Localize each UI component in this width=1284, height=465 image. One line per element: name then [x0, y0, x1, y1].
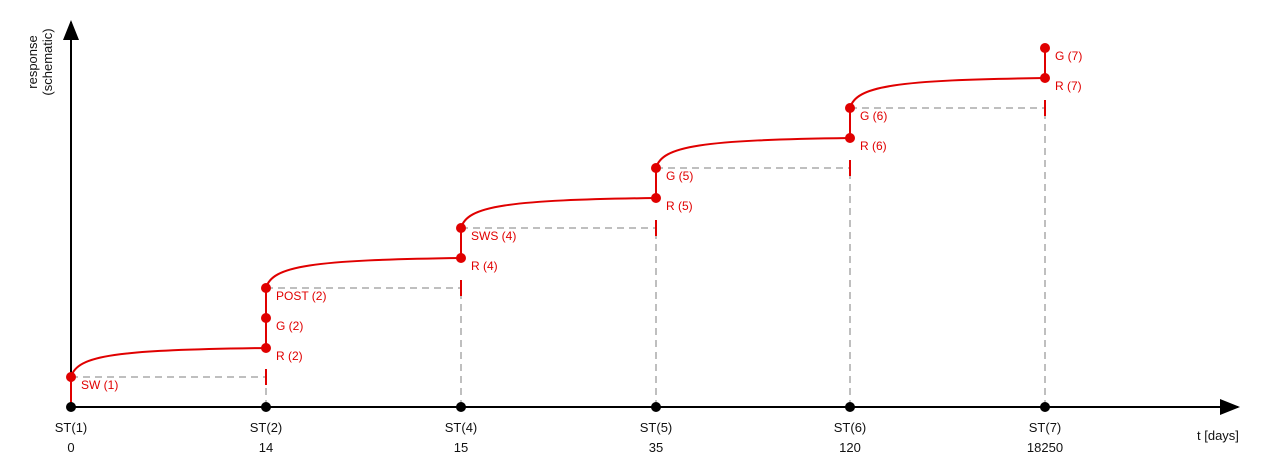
point-label: G (5) — [666, 169, 693, 183]
stage-marker — [66, 402, 76, 412]
stage-marker — [651, 402, 661, 412]
stage-name: ST(4) — [445, 420, 478, 435]
point — [845, 103, 855, 113]
point-label: SWS (4) — [471, 229, 516, 243]
point — [261, 313, 271, 323]
stage-marker — [845, 402, 855, 412]
stage-day: 18250 — [1027, 440, 1063, 455]
stage-day: 0 — [67, 440, 74, 455]
stage-name: ST(7) — [1029, 420, 1062, 435]
point — [651, 163, 661, 173]
point — [456, 253, 466, 263]
stage-marker — [456, 402, 466, 412]
stage-name: ST(2) — [250, 420, 283, 435]
point — [845, 133, 855, 143]
point — [261, 343, 271, 353]
point-label: G (2) — [276, 319, 303, 333]
point — [456, 223, 466, 233]
point — [651, 193, 661, 203]
response-curve — [849, 77, 1046, 109]
response-curve — [265, 257, 462, 289]
stage-day: 15 — [454, 440, 468, 455]
point — [1040, 73, 1050, 83]
y-axis-label: response — [25, 35, 40, 88]
stage-marker — [261, 402, 271, 412]
stage-name: ST(1) — [55, 420, 88, 435]
point-label: R (7) — [1055, 79, 1082, 93]
point-label: SW (1) — [81, 378, 118, 392]
layer: SW (1) R (2) G (2) POST (2) R (4) SWS (4) R (5… — [55, 43, 1082, 455]
x-axis-label: t [days] — [1197, 428, 1239, 443]
stage-name: ST(5) — [640, 420, 673, 435]
point-label: G (7) — [1055, 49, 1082, 63]
point-label: R (6) — [860, 139, 887, 153]
stage-day: 35 — [649, 440, 663, 455]
point-label: POST (2) — [276, 289, 326, 303]
point-label: G (6) — [860, 109, 887, 123]
response-curve — [655, 137, 851, 169]
point-label: R (4) — [471, 259, 498, 273]
point — [66, 372, 76, 382]
response-curve — [460, 197, 657, 229]
point-label: R (5) — [666, 199, 693, 213]
stage-name: ST(6) — [834, 420, 867, 435]
stage-marker — [1040, 402, 1050, 412]
response-curve — [70, 347, 267, 378]
stage-day: 14 — [259, 440, 273, 455]
point — [261, 283, 271, 293]
y-axis-label: (schematic) — [40, 28, 55, 95]
point — [1040, 43, 1050, 53]
stage-day: 120 — [839, 440, 861, 455]
point-label: R (2) — [276, 349, 303, 363]
